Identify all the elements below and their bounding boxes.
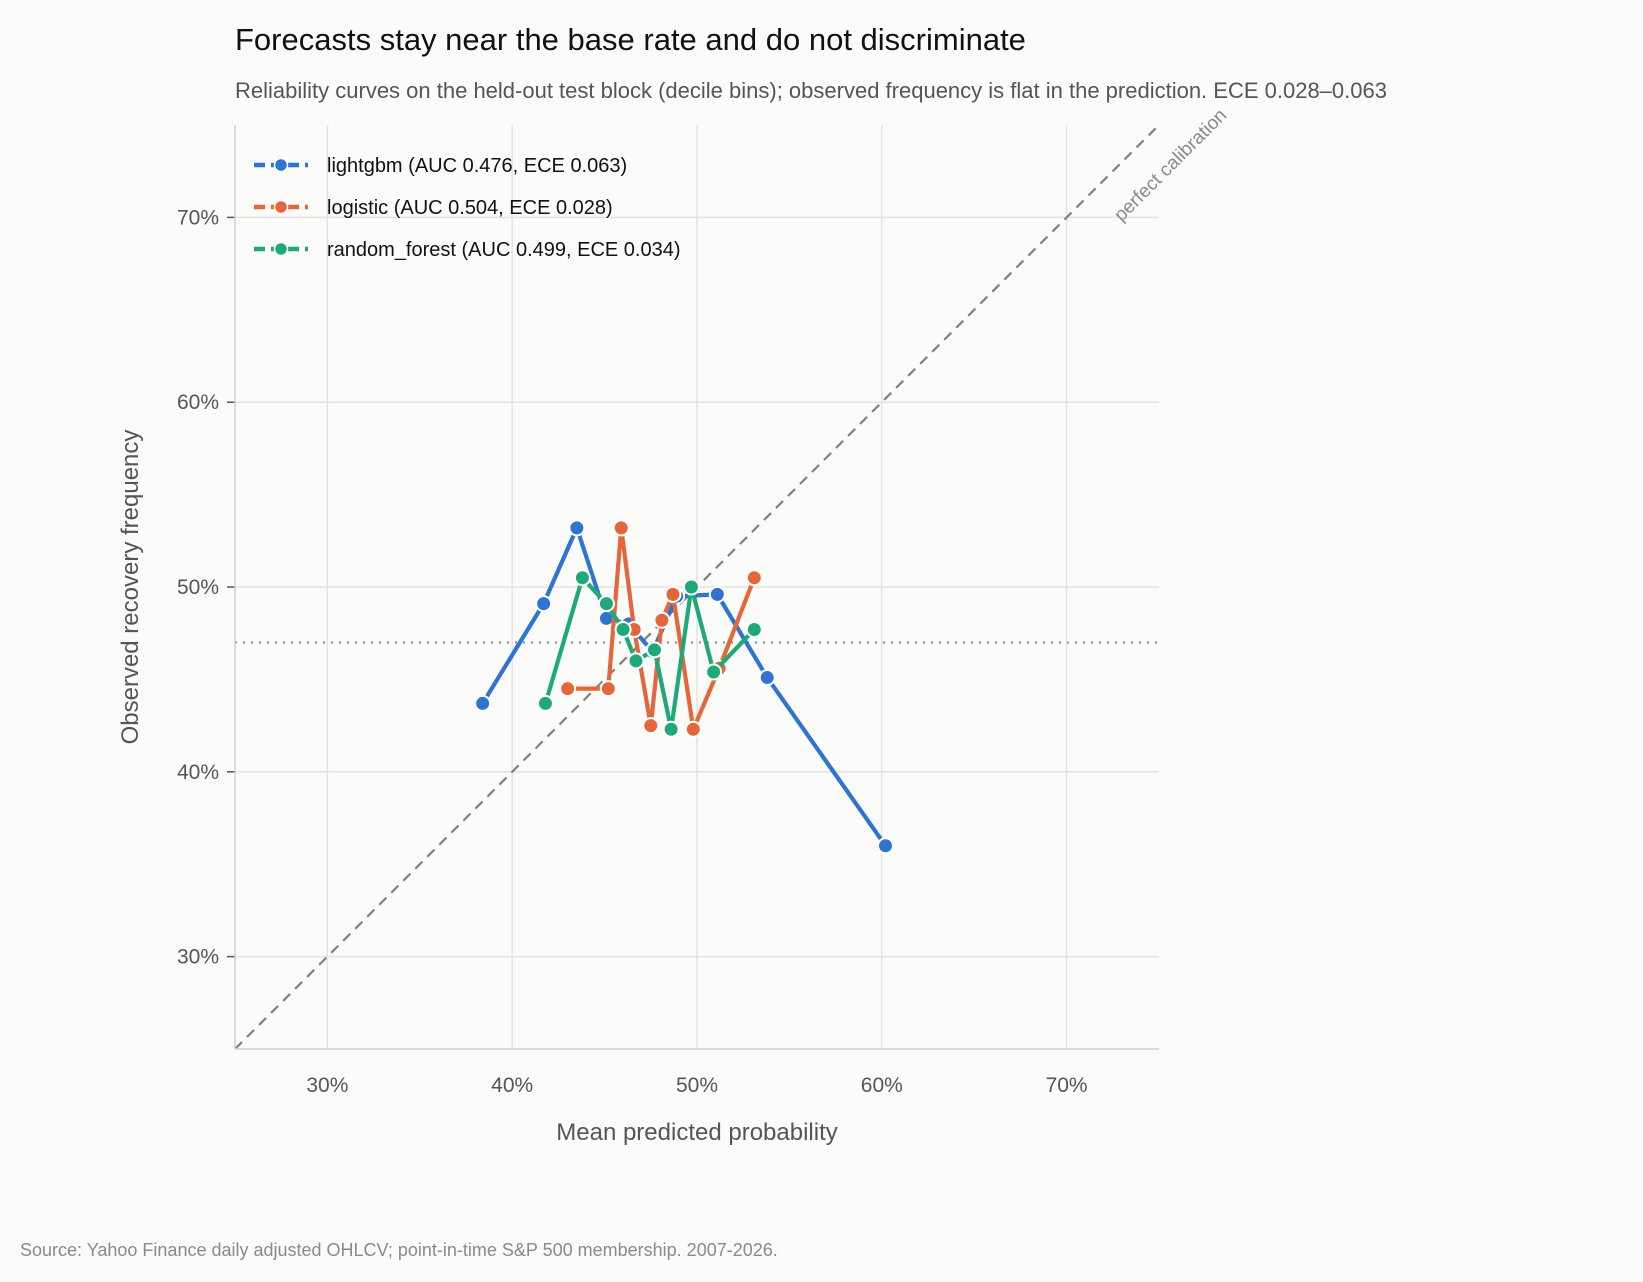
perfect-calibration-label: perfect calibration (1110, 105, 1231, 226)
data-point (876, 837, 894, 855)
axes: 30% 40% 50% 60% 70% 30% 40% 50% 60% 70% Mean predi… (117, 125, 1159, 1146)
x-tick-label: 40% (491, 1074, 533, 1097)
data-point (597, 595, 615, 613)
data-point (573, 569, 591, 587)
data-point (662, 720, 680, 738)
data-point (708, 585, 726, 603)
data-point (684, 720, 702, 738)
legend: lightgbm (AUC 0.476, ECE 0.063) logistic … (254, 155, 681, 261)
y-tick-label: 70% (177, 206, 219, 229)
data-point (664, 585, 682, 603)
x-tick-label: 30% (306, 1074, 348, 1097)
x-axis-label: Mean predicted probability (556, 1119, 838, 1146)
series-layer (474, 519, 894, 855)
x-tick-label: 70% (1046, 1074, 1088, 1097)
data-point (745, 621, 763, 639)
chart-title: Forecasts stay near the base rate and do… (235, 22, 1026, 57)
data-point (758, 669, 776, 687)
data-point (536, 694, 554, 712)
y-tick-label: 40% (177, 761, 219, 784)
data-point (645, 641, 663, 659)
series-line (543, 575, 757, 732)
x-tick-label: 50% (676, 1074, 718, 1097)
data-point (612, 519, 630, 537)
series-line (565, 525, 757, 732)
legend-label: lightgbm (AUC 0.476, ECE 0.063) (327, 155, 627, 177)
data-point (535, 595, 553, 613)
data-point (599, 680, 617, 698)
source-note: Source: Yahoo Finance daily adjusted OHL… (20, 1240, 778, 1260)
data-point (745, 569, 763, 587)
data-point (559, 680, 577, 698)
data-point (614, 621, 632, 639)
data-point (682, 578, 700, 596)
data-point (627, 652, 645, 670)
y-tick-label: 30% (177, 946, 219, 969)
series-group (474, 519, 894, 855)
chart-subtitle: Reliability curves on the held-out test … (235, 78, 1387, 103)
legend-label: random_forest (AUC 0.499, ECE 0.034) (327, 239, 681, 261)
y-axis-label: Observed recovery frequency (117, 430, 144, 745)
series-group (536, 569, 763, 738)
legend-marker (273, 241, 289, 257)
data-point (705, 663, 723, 681)
y-tick-label: 50% (177, 576, 219, 599)
legend-marker (273, 199, 289, 215)
y-tick-label: 60% (177, 391, 219, 414)
data-point (474, 694, 492, 712)
x-tick-label: 60% (861, 1074, 903, 1097)
series-line (480, 525, 888, 848)
data-point (642, 717, 660, 735)
legend-marker (273, 157, 289, 173)
data-point (653, 611, 671, 629)
legend-label: logistic (AUC 0.504, ECE 0.028) (327, 197, 613, 219)
data-point (568, 519, 586, 537)
